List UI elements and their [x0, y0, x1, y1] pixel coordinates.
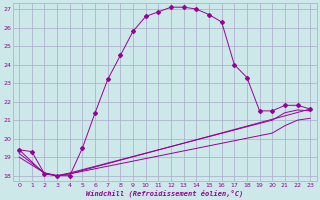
- X-axis label: Windchill (Refroidissement éolien,°C): Windchill (Refroidissement éolien,°C): [86, 189, 243, 197]
